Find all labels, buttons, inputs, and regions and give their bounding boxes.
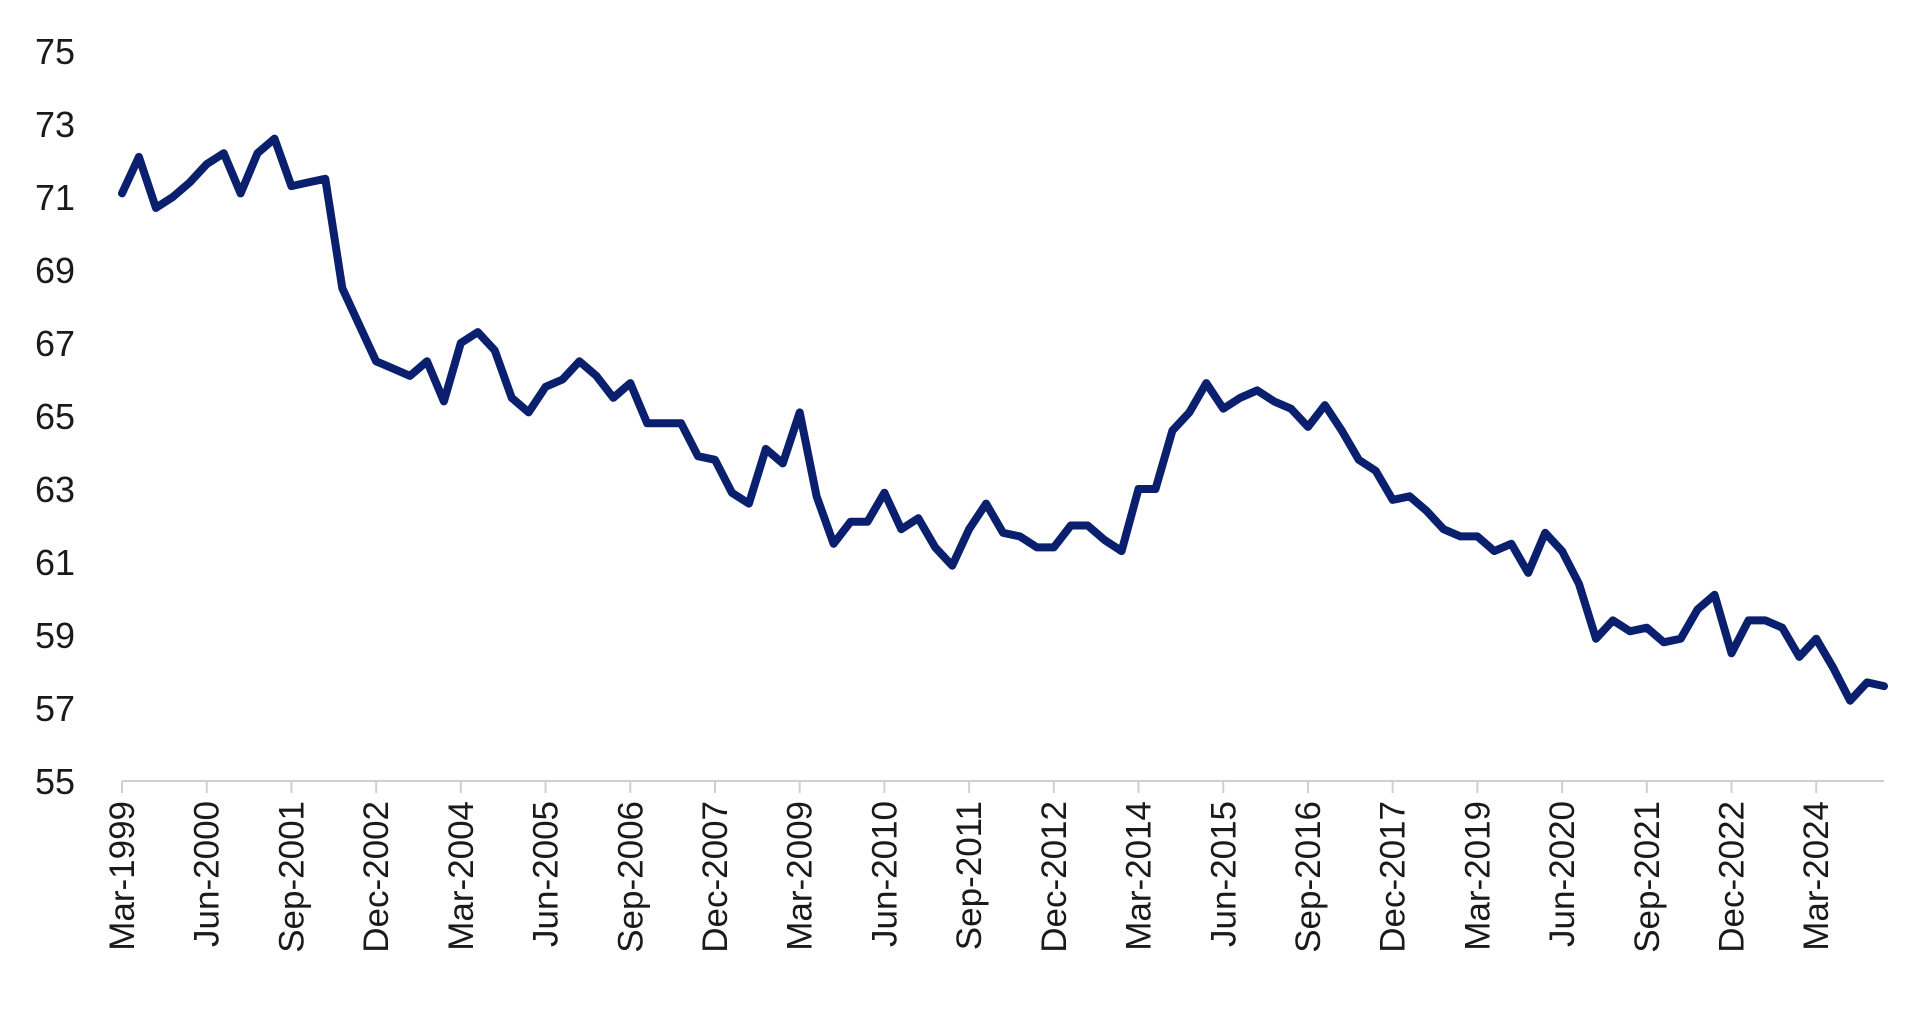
y-tick-label: 75 (35, 31, 75, 72)
x-tick-label: Sep-2001 (272, 801, 311, 953)
y-tick-label: 71 (35, 177, 75, 218)
x-tick-label: Jun-2010 (865, 801, 904, 947)
y-axis: 55 57 59 61 63 65 67 69 71 73 75 (35, 31, 75, 802)
x-tick-label: Jun-2005 (527, 801, 566, 947)
x-tick-label: Dec-2017 (1374, 801, 1413, 953)
y-tick-label: 63 (35, 469, 75, 510)
x-tick-label: Sep-2016 (1289, 801, 1328, 953)
x-tick-label: Dec-2012 (1035, 801, 1074, 953)
series-line (118, 134, 1888, 705)
x-tick-label: Mar-2019 (1458, 801, 1497, 951)
x-tick-label: Jun-2020 (1543, 801, 1582, 947)
x-axis-ticks: Mar-1999 Jun-2000 Sep-2001 Dec-2002 Mar-2004… (103, 781, 1836, 953)
y-tick-label: 65 (35, 396, 75, 437)
y-tick-label: 59 (35, 615, 75, 656)
y-tick-label: 57 (35, 688, 75, 729)
x-tick-label: Dec-2007 (696, 801, 735, 953)
x-tick-label: Sep-2006 (611, 801, 650, 953)
x-tick-label: Jun-2000 (188, 801, 227, 947)
y-tick-label: 67 (35, 323, 75, 364)
y-tick-label: 69 (35, 250, 75, 291)
x-tick-label: Mar-1999 (103, 801, 142, 951)
y-tick-label: 55 (35, 761, 75, 802)
x-tick-label: Mar-2009 (781, 801, 820, 951)
y-tick-label: 61 (35, 542, 75, 583)
x-tick-label: Dec-2022 (1713, 801, 1752, 953)
x-tick-label: Sep-2021 (1628, 801, 1667, 953)
x-tick-label: Jun-2015 (1204, 801, 1243, 947)
x-tick-label: Dec-2002 (357, 801, 396, 953)
x-tick-label: Mar-2004 (442, 801, 481, 951)
x-tick-label: Sep-2011 (950, 801, 989, 950)
x-tick-label: Mar-2024 (1797, 801, 1836, 951)
x-tick-label: Mar-2014 (1120, 801, 1159, 951)
y-tick-label: 73 (35, 104, 75, 145)
